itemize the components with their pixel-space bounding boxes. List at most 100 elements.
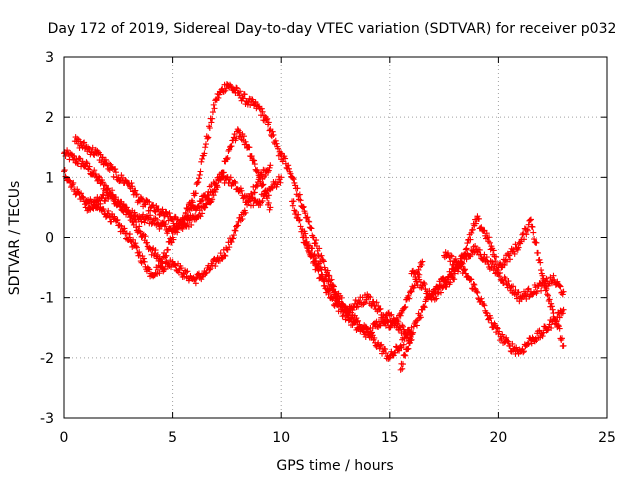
data-point — [470, 281, 477, 288]
data-point — [319, 272, 326, 279]
data-point — [472, 220, 479, 227]
data-point — [472, 243, 479, 250]
data-point — [192, 280, 199, 287]
data-point — [146, 199, 153, 206]
data-point — [312, 257, 319, 264]
data-point — [420, 303, 427, 310]
data-point — [556, 325, 563, 332]
data-point — [207, 199, 214, 206]
data-point — [345, 309, 352, 316]
data-point — [251, 157, 258, 164]
data-point — [153, 202, 160, 209]
data-point — [269, 128, 276, 135]
data-point — [362, 333, 369, 340]
data-point — [395, 318, 402, 325]
data-point — [402, 352, 409, 359]
data-point — [79, 158, 86, 165]
data-point — [133, 191, 140, 198]
data-point — [296, 216, 303, 223]
data-point — [401, 304, 408, 311]
data-point — [89, 144, 96, 151]
data-point — [555, 322, 562, 329]
data-point — [287, 170, 294, 177]
series-track-j — [441, 249, 567, 357]
data-point — [95, 173, 102, 180]
data-point — [295, 211, 302, 218]
data-point — [128, 212, 135, 219]
series-track-i — [408, 213, 567, 350]
data-point — [114, 216, 121, 223]
data-point — [209, 109, 216, 116]
data-point — [260, 181, 267, 188]
data-point — [510, 283, 517, 290]
data-point — [324, 267, 331, 274]
data-point — [557, 283, 564, 290]
data-point — [231, 227, 238, 234]
data-point — [415, 266, 422, 273]
data-point — [296, 191, 303, 198]
data-point — [154, 266, 161, 273]
data-point — [534, 288, 541, 295]
data-point — [209, 115, 216, 122]
data-point — [509, 340, 516, 347]
data-point — [373, 299, 380, 306]
data-point — [299, 204, 306, 211]
data-point — [467, 236, 474, 243]
data-point — [326, 272, 333, 279]
data-point — [478, 295, 485, 302]
data-point — [251, 161, 258, 168]
data-point — [515, 289, 522, 296]
y-tick-label: 2 — [45, 110, 54, 126]
data-point — [230, 232, 237, 239]
data-point — [437, 289, 444, 296]
data-point — [209, 188, 216, 195]
data-point — [228, 238, 235, 245]
data-point — [152, 247, 159, 254]
data-point — [418, 261, 425, 268]
data-point — [202, 141, 209, 148]
data-point — [330, 286, 337, 293]
y-tick-label: -1 — [40, 291, 54, 307]
data-point — [174, 216, 181, 223]
data-point — [512, 241, 519, 248]
data-point — [239, 216, 246, 223]
data-point — [505, 278, 512, 285]
data-point — [549, 306, 556, 313]
data-point — [227, 174, 234, 181]
data-point — [74, 186, 81, 193]
data-point — [77, 138, 84, 145]
data-point — [524, 286, 531, 293]
data-point — [136, 223, 143, 230]
data-point — [64, 147, 71, 154]
data-point — [559, 335, 566, 342]
data-point — [86, 163, 93, 170]
data-point — [318, 252, 325, 259]
data-point — [161, 266, 168, 273]
data-point — [164, 246, 171, 253]
data-point — [112, 196, 119, 203]
data-point — [496, 260, 503, 267]
data-point — [192, 190, 199, 197]
data-point — [259, 182, 266, 189]
data-point — [419, 258, 426, 265]
data-point — [303, 214, 310, 221]
data-point — [458, 263, 465, 270]
chart-title: Day 172 of 2019, Sidereal Day-to-day VTE… — [48, 21, 617, 37]
data-point — [320, 258, 327, 265]
data-points — [61, 81, 567, 373]
data-point — [369, 325, 376, 332]
data-point — [226, 244, 233, 251]
data-point — [398, 344, 405, 351]
data-point — [531, 236, 538, 243]
data-point — [481, 302, 488, 309]
data-point — [289, 202, 296, 209]
data-point — [159, 259, 166, 266]
data-point — [136, 249, 143, 256]
data-point — [540, 275, 547, 282]
data-point — [405, 292, 412, 299]
data-point — [410, 329, 417, 336]
data-point — [212, 263, 219, 270]
data-point — [105, 185, 112, 192]
data-point — [520, 348, 527, 355]
data-point — [553, 318, 560, 325]
